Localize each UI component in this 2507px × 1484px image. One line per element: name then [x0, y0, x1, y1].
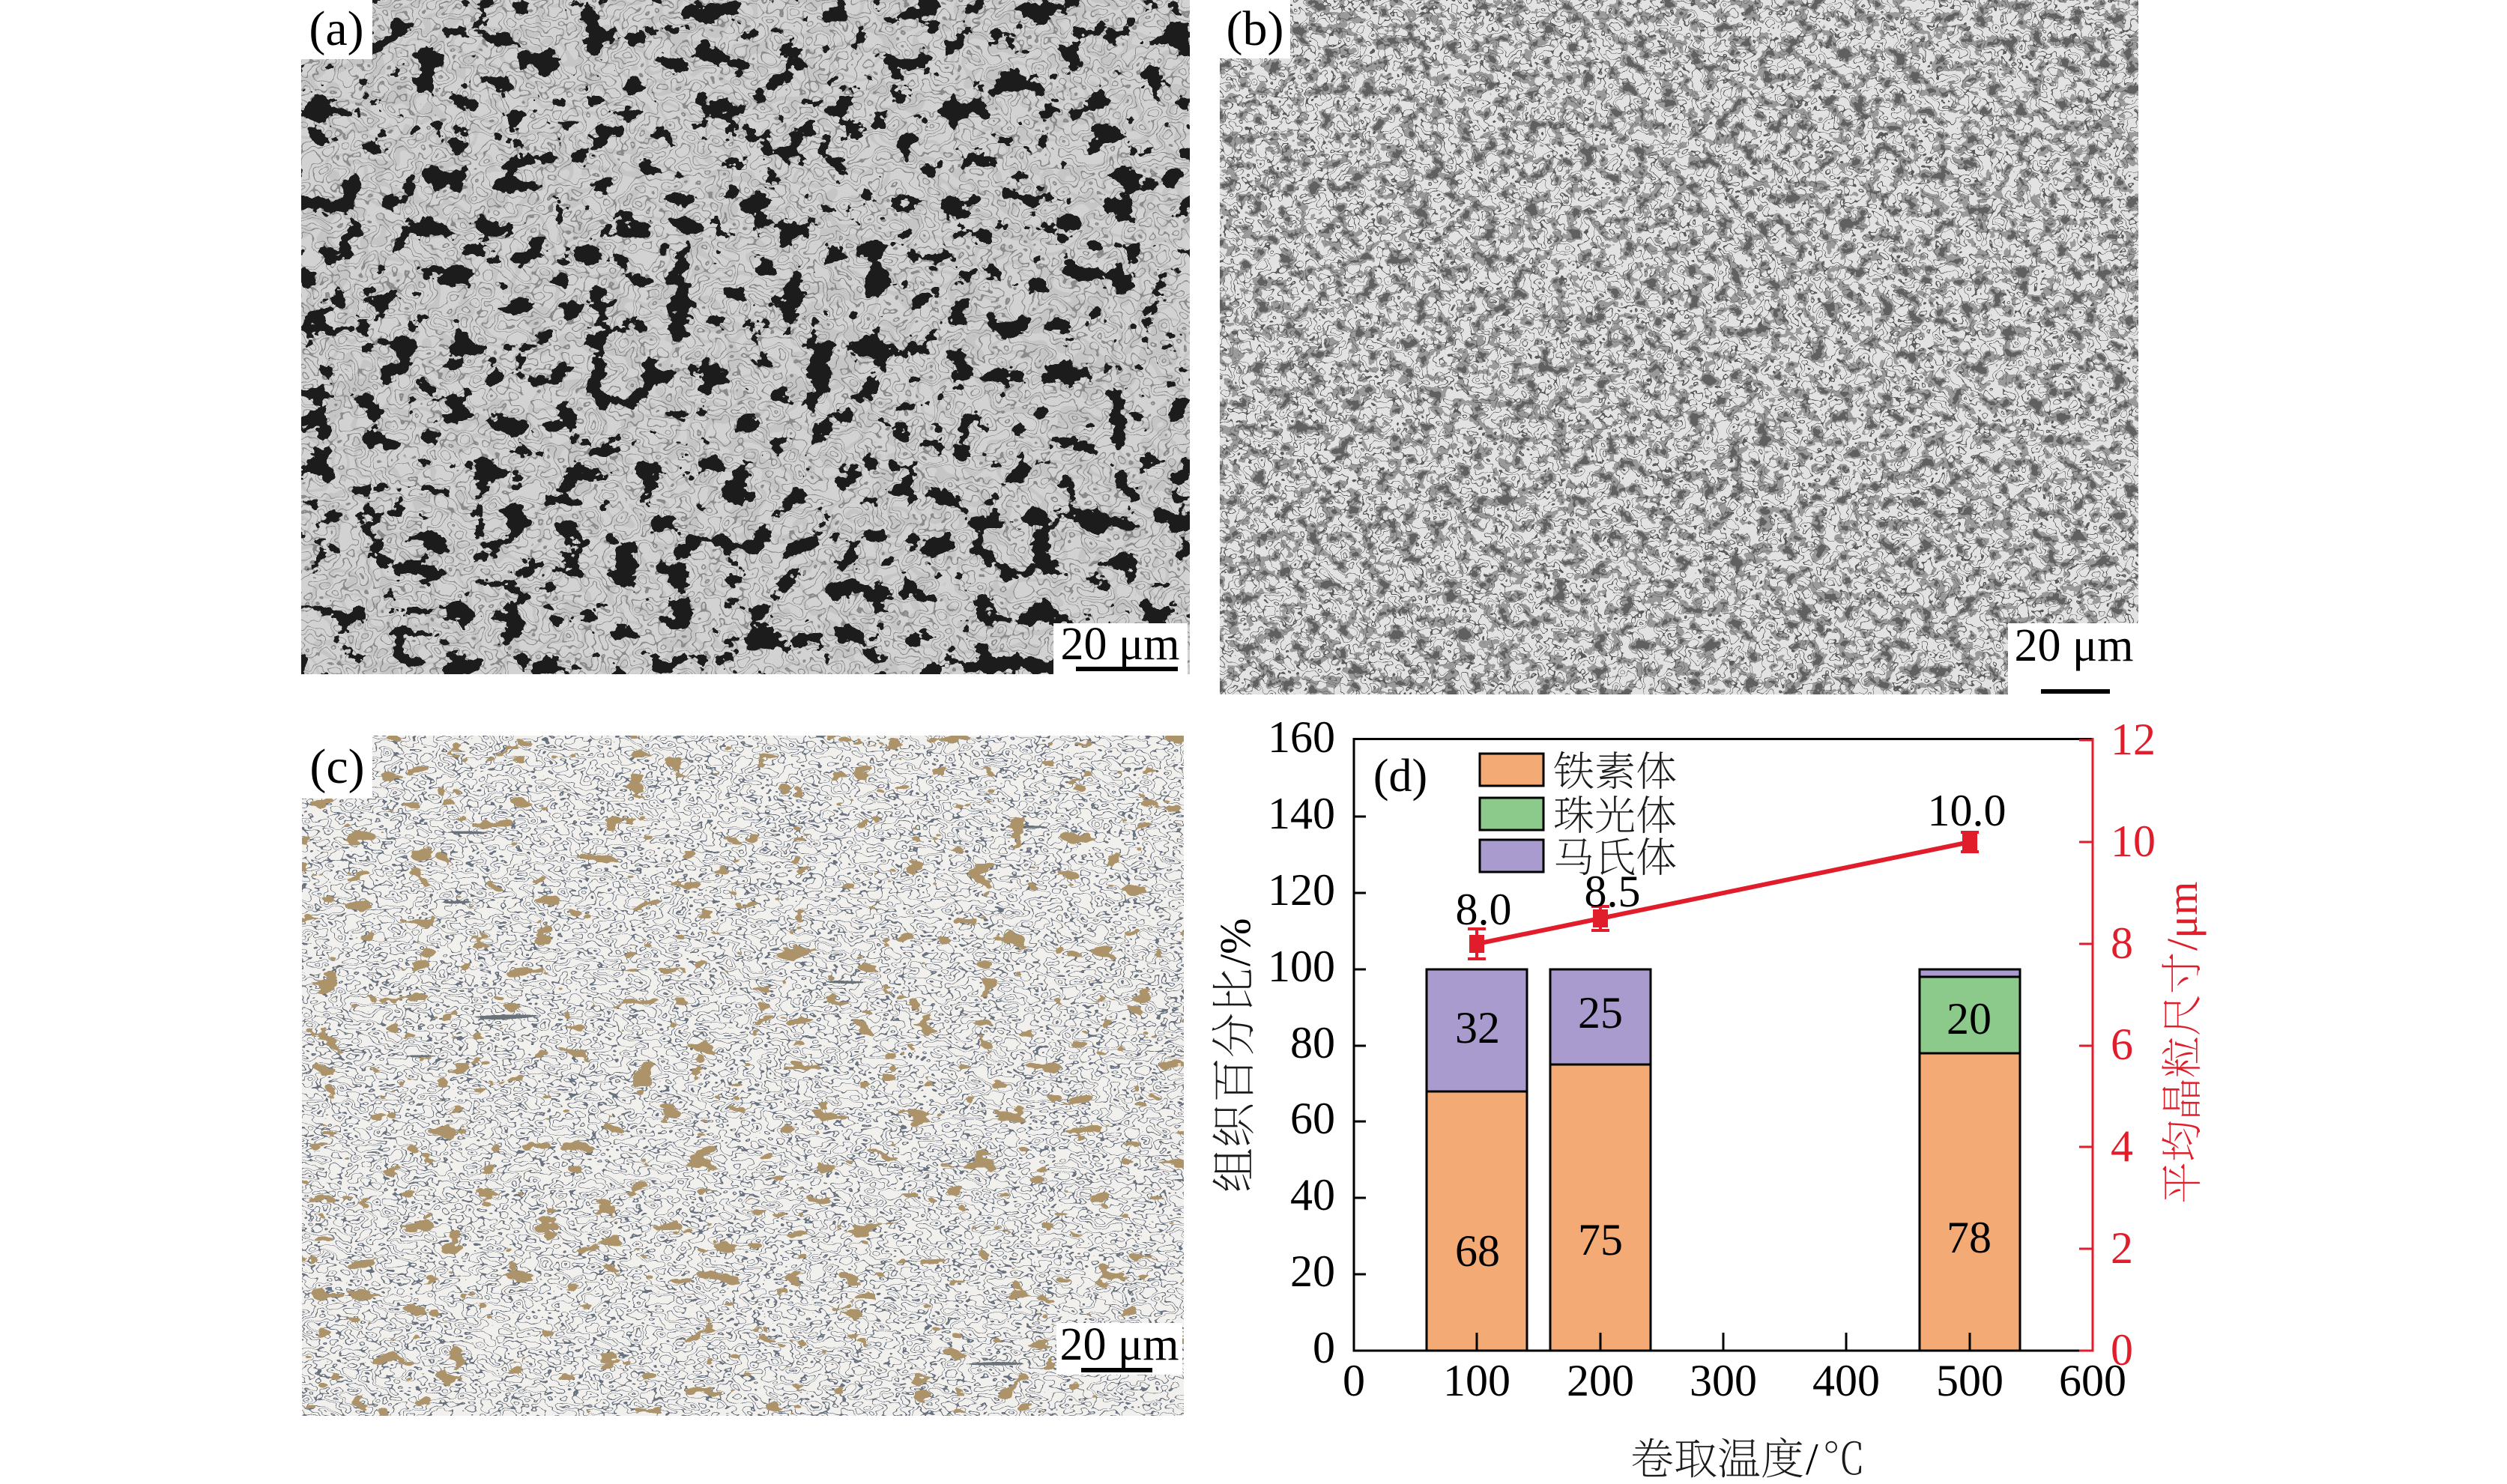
svg-text:40: 40 — [1290, 1170, 1335, 1220]
svg-text:78: 78 — [1947, 1213, 1992, 1262]
svg-text:120: 120 — [1268, 865, 1335, 915]
svg-text:8: 8 — [2111, 918, 2133, 968]
svg-text:6: 6 — [2111, 1020, 2133, 1069]
svg-text:20: 20 — [1290, 1247, 1335, 1296]
svg-text:10: 10 — [2111, 817, 2156, 866]
svg-text:(b): (b) — [1227, 1, 1284, 56]
svg-text:8.5: 8.5 — [1585, 867, 1641, 916]
svg-text:80: 80 — [1290, 1018, 1335, 1067]
svg-text:68: 68 — [1455, 1226, 1500, 1276]
svg-text:/: / — [1806, 1435, 1818, 1484]
svg-text:/%: /% — [1211, 918, 1259, 966]
svg-text:0: 0 — [1343, 1356, 1365, 1405]
svg-text:25: 25 — [1578, 988, 1623, 1038]
svg-text:(c): (c) — [309, 739, 364, 794]
svg-text:10.0: 10.0 — [1928, 786, 2006, 835]
svg-text:500: 500 — [1936, 1356, 2004, 1405]
svg-text:200: 200 — [1567, 1356, 1634, 1405]
svg-text:60: 60 — [1290, 1094, 1335, 1143]
svg-text:12: 12 — [2111, 715, 2156, 764]
svg-text:0: 0 — [2111, 1325, 2133, 1375]
svg-text:20 μm: 20 μm — [1060, 1319, 1179, 1370]
svg-text:8.0: 8.0 — [1456, 885, 1512, 934]
svg-text:2: 2 — [2111, 1223, 2133, 1273]
svg-text:32: 32 — [1455, 1003, 1500, 1053]
svg-text:140: 140 — [1268, 789, 1335, 838]
svg-text:100: 100 — [1443, 1356, 1510, 1405]
svg-text:(d): (d) — [1373, 751, 1427, 802]
svg-text:100: 100 — [1268, 942, 1335, 991]
svg-text:20: 20 — [1947, 994, 1992, 1044]
svg-text:(a): (a) — [309, 1, 363, 56]
svg-text:600: 600 — [2059, 1356, 2126, 1405]
svg-text:400: 400 — [1812, 1356, 1880, 1405]
svg-text:20 μm: 20 μm — [2015, 620, 2134, 671]
svg-text:300: 300 — [1690, 1356, 1757, 1405]
svg-text:0: 0 — [1313, 1323, 1335, 1372]
svg-text:75: 75 — [1578, 1215, 1623, 1265]
svg-text:/μm: /μm — [2158, 882, 2207, 951]
svg-text:160: 160 — [1268, 712, 1335, 762]
svg-text:4: 4 — [2111, 1121, 2133, 1171]
svg-text:20 μm: 20 μm — [1061, 619, 1180, 670]
